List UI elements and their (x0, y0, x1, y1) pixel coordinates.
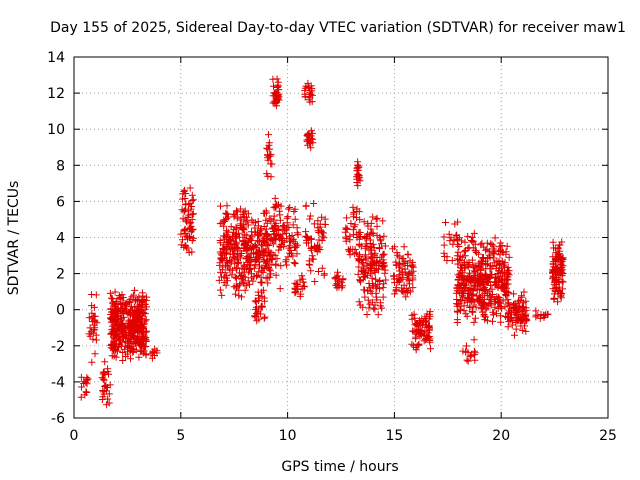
chart-title: Day 155 of 2025, Sidereal Day-to-day VTE… (50, 20, 626, 36)
grid-lines (74, 57, 608, 418)
x-tick-label: 0 (70, 428, 79, 444)
y-tick-label: 10 (47, 122, 65, 138)
x-tick-label: 25 (599, 428, 617, 444)
axis-ticks: 0 5 10 15 20 25 -6 -4 -2 0 2 4 6 8 10 12 14 (47, 50, 617, 444)
y-tick-label: 8 (56, 158, 65, 174)
y-tick-label: 4 (56, 231, 65, 247)
x-axis-label: GPS time / hours (281, 459, 398, 475)
y-tick-label: -2 (51, 339, 65, 355)
x-tick-label: 15 (385, 428, 403, 444)
sdtvar-points (77, 75, 567, 409)
y-tick-label: 0 (56, 303, 65, 319)
data-points (77, 75, 567, 409)
y-tick-label: 6 (56, 194, 65, 210)
y-axis-label: SDTVAR / TECUs (6, 181, 22, 296)
y-tick-label: -4 (51, 375, 65, 391)
y-tick-label: 14 (47, 50, 65, 66)
y-tick-label: 2 (56, 267, 65, 283)
y-tick-label: 12 (47, 86, 65, 102)
y-tick-label: -6 (51, 411, 65, 427)
x-tick-label: 20 (492, 428, 510, 444)
x-tick-label: 5 (176, 428, 185, 444)
x-tick-label: 10 (279, 428, 297, 444)
